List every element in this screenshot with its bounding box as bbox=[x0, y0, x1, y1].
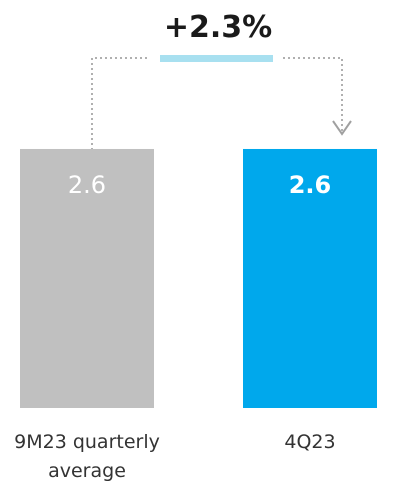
category-label-2-line-1: 4Q23 bbox=[284, 431, 335, 453]
change-label: +2.3% bbox=[164, 10, 272, 45]
connector-line-left bbox=[91, 57, 150, 150]
arrow-down-icon bbox=[332, 120, 352, 136]
bar-1 bbox=[20, 148, 154, 408]
bar-2 bbox=[243, 148, 377, 408]
value-label-1: 2.6 bbox=[68, 171, 106, 199]
category-label-1-line-2: average bbox=[48, 460, 126, 482]
category-label-1-line-1: 9M23 quarterly bbox=[14, 431, 160, 453]
change-indicator-bar bbox=[160, 55, 273, 62]
bars-group: 2.6 9M23 quarterly average 2.6 4Q23 bbox=[14, 148, 377, 482]
value-label-2: 2.6 bbox=[289, 171, 332, 199]
